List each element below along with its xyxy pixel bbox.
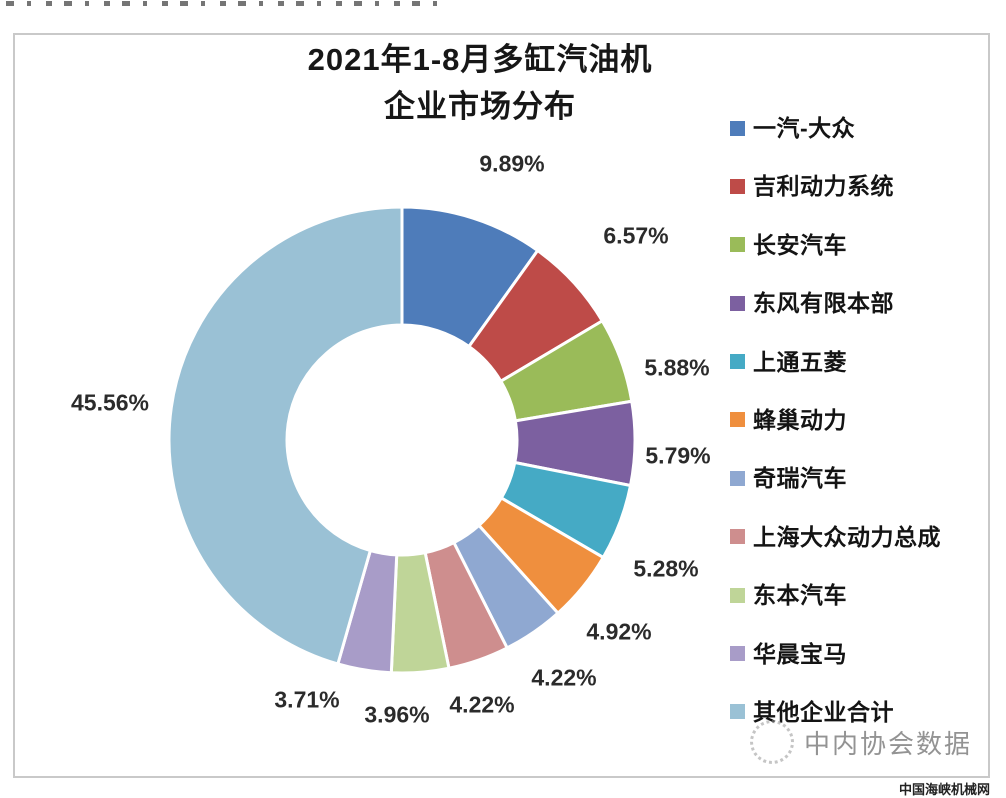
legend: 一汽-大众吉利动力系统 长安汽车东风有限本部 上通五菱蜂巢动力奇瑞汽车上海大众动力总… — [730, 115, 985, 725]
slice-label-6: 4.22% — [531, 664, 597, 691]
legend-label: 上通五菱 — [753, 348, 847, 375]
legend-swatch-icon — [730, 354, 745, 370]
legend-swatch-icon — [730, 178, 745, 194]
legend-label: 上海大众动力总成 — [753, 523, 941, 550]
legend-item-4: 上通五菱 — [730, 349, 985, 375]
legend-label: 一汽-大众 — [753, 115, 856, 141]
legend-item-1: 吉利动力系统 — [730, 173, 985, 199]
legend-swatch-icon — [730, 470, 745, 486]
slice-label-8: 3.96% — [364, 701, 430, 728]
legend-item-3: 东风有限本部 — [730, 290, 985, 316]
chart-title-line2: 企业市场分布 — [384, 89, 576, 124]
legend-label: 吉利动力系统 — [753, 173, 894, 200]
slice-label-9: 3.71% — [274, 686, 340, 713]
slice-label-1: 6.57% — [603, 222, 669, 249]
legend-swatch-icon — [730, 120, 745, 136]
legend-label: 长安汽车 — [753, 231, 847, 258]
slice-label-0: 9.89% — [479, 150, 545, 177]
slice-label-4: 5.28% — [633, 555, 699, 582]
legend-label: 东风有限本部 — [753, 290, 894, 317]
chart-title-line1: 2021年1-8月多缸汽油机 — [307, 42, 653, 77]
slice-label-7: 4.22% — [449, 691, 515, 718]
legend-swatch-icon — [730, 587, 745, 603]
watermark-text: 中内协会数据 — [804, 728, 973, 759]
legend-swatch-icon — [730, 529, 745, 545]
slice-label-10: 45.56% — [70, 389, 150, 416]
legend-item-2: 长安汽车 — [730, 232, 985, 258]
legend-swatch-icon — [730, 237, 745, 253]
legend-item-5: 蜂巢动力 — [730, 407, 985, 433]
slice-label-2: 5.88% — [644, 354, 710, 381]
legend-item-0: 一汽-大众 — [730, 115, 985, 141]
slice-label-3: 5.79% — [645, 442, 711, 469]
legend-item-7: 上海大众动力总成 — [730, 524, 985, 550]
legend-swatch-icon — [730, 295, 745, 311]
legend-item-8: 东本汽车 — [730, 582, 985, 608]
legend-swatch-icon — [730, 704, 745, 720]
site-footer: 中国海峡机械网 — [899, 782, 991, 797]
cropped-text-fragments — [6, 1, 440, 6]
slice-label-5: 4.92% — [586, 618, 652, 645]
legend-label: 东本汽车 — [753, 582, 847, 609]
legend-item-9: 华晨宝马 — [730, 641, 985, 667]
legend-label: 华晨宝马 — [753, 640, 847, 667]
legend-label: 奇瑞汽车 — [753, 465, 847, 492]
legend-swatch-icon — [730, 412, 745, 428]
watermark: 中内协会数据 — [750, 720, 972, 764]
chart-title: 2021年1-8月多缸汽油机 企业市场分布 — [230, 36, 730, 130]
legend-label: 蜂巢动力 — [753, 406, 847, 433]
pie-slice-10 — [167, 205, 404, 666]
watermark-logo-icon — [750, 720, 794, 764]
legend-swatch-icon — [730, 646, 745, 662]
legend-item-6: 奇瑞汽车 — [730, 465, 985, 491]
